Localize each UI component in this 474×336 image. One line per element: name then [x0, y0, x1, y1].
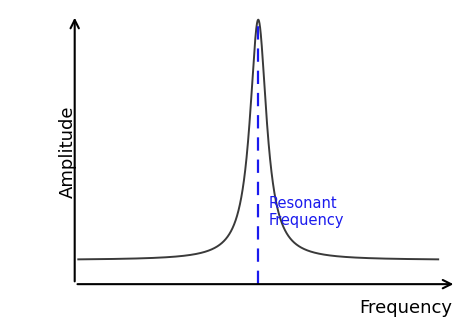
Text: Resonant
Frequency: Resonant Frequency — [269, 196, 345, 228]
Text: Frequency: Frequency — [360, 299, 453, 317]
Text: Amplitude: Amplitude — [58, 106, 76, 198]
